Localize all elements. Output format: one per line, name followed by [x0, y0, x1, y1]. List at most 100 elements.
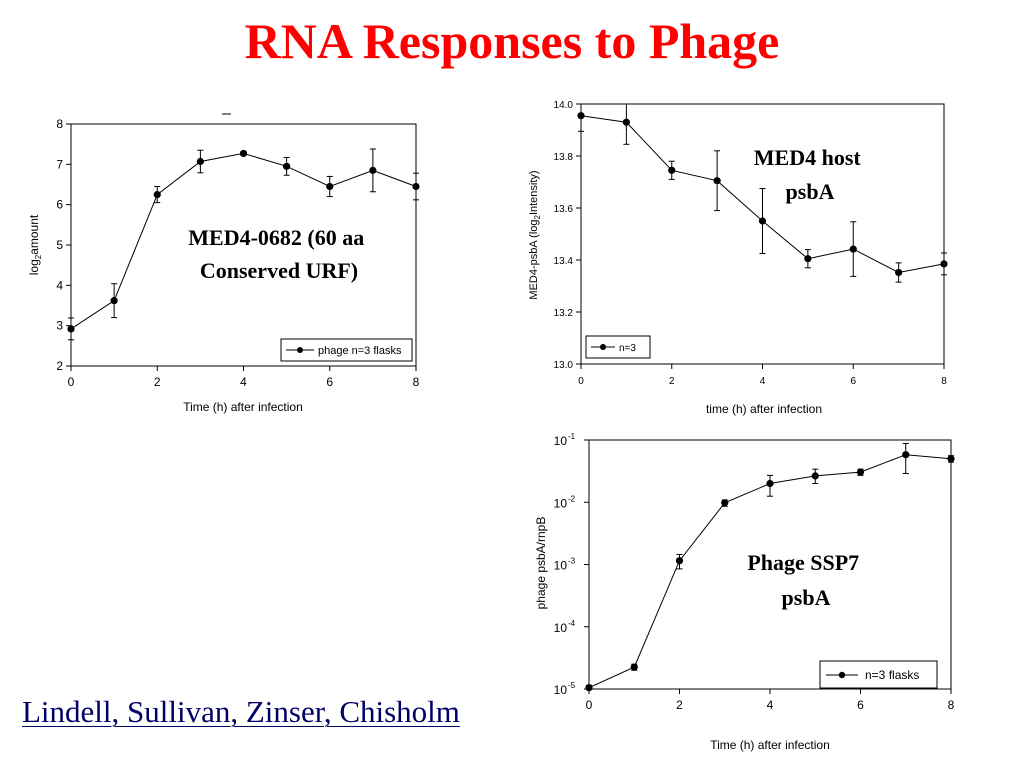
y-tick-label: 13.4: [554, 256, 574, 267]
y-tick-label: 13.8: [554, 152, 574, 163]
data-point: [153, 190, 161, 199]
y-axis-label-part-3: Intensity): [528, 170, 540, 215]
chart-phage-ssp7-psba: 0 2 4 6 810-510-410-310-210-1 Time (h) after…: [534, 432, 955, 752]
data-point: [369, 166, 377, 174]
y-tick-exponent: -4: [568, 619, 576, 628]
y-tick-label: 4: [56, 278, 63, 292]
x-tick-label: 8: [948, 698, 955, 712]
y-tick-label: 10: [554, 683, 568, 697]
legend-marker: [297, 347, 303, 353]
y-axis-label-sub: 2: [533, 215, 542, 220]
x-axis-label: Time (h) after infection: [183, 400, 303, 414]
x-tick-label: 8: [413, 375, 420, 389]
annotation-line-2: psbA: [782, 585, 831, 610]
data-point: [940, 260, 948, 268]
data-point: [668, 166, 676, 174]
y-tick-label: 10: [554, 621, 568, 635]
slide-title: RNA Responses to Phage: [244, 13, 780, 69]
y-axis-label: phage psbA/rnpB: [534, 517, 548, 610]
y-axis-label: MED4-psbA (log2Intensity): [528, 170, 542, 299]
legend: phage n=3 flasks: [280, 338, 413, 362]
y-tick-exponent: -5: [568, 681, 576, 690]
annotation-line-1: Phage SSP7: [747, 550, 859, 575]
y-axis-label-sub: 2: [34, 254, 43, 259]
authors-credit: Lindell, Sullivan, Zinser, Chisholm: [22, 694, 460, 729]
data-point: [239, 149, 248, 158]
y-tick-label: 10: [554, 434, 568, 448]
y-tick-base: 10: [554, 496, 568, 510]
y-axis-label-part-1: MED4-psbA (log: [528, 220, 540, 300]
chart-med4-host-psba: 0 2 4 6 8 13.0 13.2 13.4 13.6 13.8 14.0 time (h) a…: [528, 100, 948, 416]
x-tick-label: 2: [669, 376, 675, 387]
x-tick-label: 0: [578, 376, 584, 387]
legend: n=3 flasks: [819, 660, 938, 689]
data-point: [283, 162, 291, 170]
y-tick-label: 5: [56, 238, 63, 252]
legend-label: n=3: [619, 343, 636, 354]
data-point: [622, 118, 630, 126]
y-tick-label: 13.0: [554, 360, 574, 371]
x-tick-label: 6: [850, 376, 856, 387]
data-point: [585, 684, 593, 692]
chart-annotation: MED4-0682 (60 aa Conserved URF): [188, 225, 369, 283]
y-axis-label-prefix: log: [27, 259, 41, 275]
data-point: [721, 499, 729, 507]
y-tick-base: 10: [554, 621, 568, 635]
x-axis-label: Time (h) after infection: [710, 738, 830, 752]
x-tick-label: 4: [767, 698, 774, 712]
y-tick-base: 10: [554, 434, 568, 448]
data-point: [412, 182, 420, 191]
y-tick-exponent: -1: [568, 432, 576, 441]
x-tick-label: 4: [760, 376, 766, 387]
y-tick-exponent: -3: [568, 557, 576, 566]
legend-marker: [600, 344, 606, 350]
y-tick-exponent: -2: [568, 494, 576, 503]
data-point: [577, 112, 585, 120]
data-point: [196, 157, 204, 166]
y-axis-label: log2amount: [27, 214, 43, 275]
y-tick-label: 7: [56, 157, 63, 171]
x-tick-label: 4: [240, 375, 247, 389]
y-tick-label: 13.6: [554, 204, 574, 215]
data-point: [856, 468, 865, 476]
legend-marker: [838, 671, 846, 679]
annotation-line-1: MED4-0682 (60 aa: [188, 225, 364, 250]
x-tick-label: 8: [941, 376, 947, 387]
annotation-line-1: MED4 host: [754, 145, 862, 170]
x-tick-label: 2: [154, 375, 161, 389]
data-point: [947, 455, 955, 463]
chart-annotation: Phage SSP7 psbA: [747, 550, 864, 610]
x-tick-label: 6: [857, 698, 864, 712]
data-point: [713, 177, 721, 185]
y-axis-label-main: amount: [27, 214, 41, 255]
data-point: [804, 255, 812, 263]
y-tick-label: 2: [56, 359, 63, 373]
data-point: [902, 451, 910, 459]
x-axis-label: time (h) after infection: [706, 402, 822, 416]
x-tick-label: 2: [676, 698, 683, 712]
y-tick-base: 10: [554, 683, 568, 697]
chart-annotation: MED4 host psbA: [754, 145, 866, 204]
data-point: [67, 325, 75, 333]
data-point: [326, 182, 334, 191]
legend-label: n=3 flasks: [865, 668, 919, 682]
x-tick-label: 0: [586, 698, 593, 712]
annotation-line-2: Conserved URF): [200, 258, 358, 283]
annotation-line-2: psbA: [786, 179, 835, 204]
legend: n=3: [585, 335, 651, 359]
data-point: [675, 557, 684, 565]
y-tick-label: 10: [554, 559, 568, 573]
y-tick-label: 6: [56, 198, 63, 212]
legend-label: phage n=3 flasks: [318, 345, 402, 357]
data-point: [110, 297, 118, 305]
y-tick-base: 10: [554, 559, 568, 573]
data-point: [766, 479, 774, 488]
data-point: [630, 663, 638, 671]
data-point: [849, 245, 857, 253]
y-tick-label: 8: [56, 117, 63, 131]
y-tick-label: 10: [554, 496, 568, 510]
x-tick-label: 6: [326, 375, 333, 389]
y-tick-label: 3: [56, 319, 63, 333]
